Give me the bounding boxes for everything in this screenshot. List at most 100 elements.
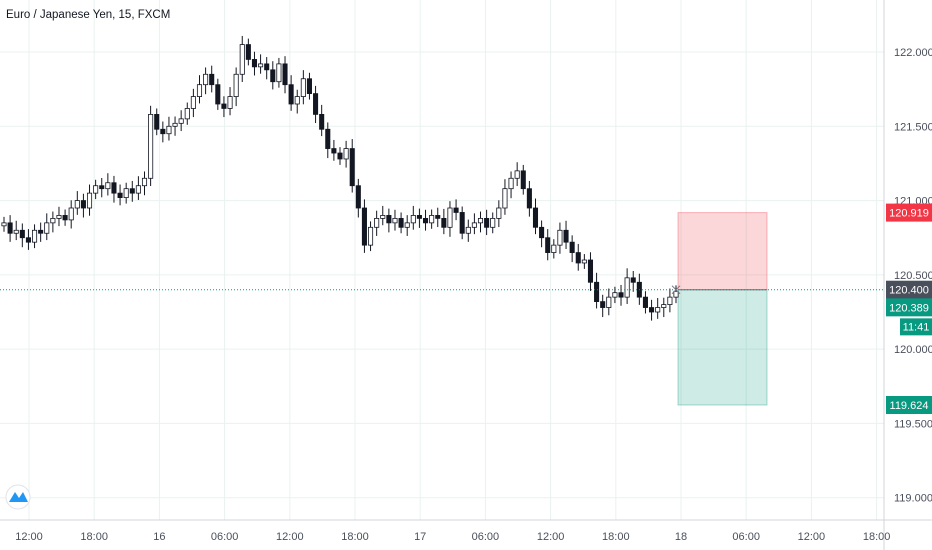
candle-body bbox=[649, 307, 655, 313]
candle-body bbox=[221, 103, 227, 109]
candle-body bbox=[410, 215, 416, 224]
candle-body bbox=[313, 93, 319, 115]
candle-body bbox=[258, 63, 264, 68]
target-price-badge: 119.624 bbox=[890, 400, 929, 412]
price-lines bbox=[0, 285, 884, 295]
candle-body bbox=[123, 188, 129, 199]
candle-body bbox=[111, 182, 117, 194]
candle-body bbox=[86, 192, 93, 209]
x-tick-label: 12:00 bbox=[15, 531, 43, 543]
candle-body bbox=[282, 63, 288, 86]
candle-body bbox=[368, 226, 374, 246]
candle-body bbox=[349, 148, 355, 187]
candle-body bbox=[581, 259, 587, 264]
candle-body bbox=[520, 170, 526, 190]
candle-body bbox=[343, 148, 349, 160]
candle-body bbox=[569, 241, 575, 253]
crosshair-price-badge: 120.400 bbox=[889, 285, 929, 297]
x-tick-label: 18:00 bbox=[341, 531, 369, 543]
candle-body bbox=[178, 118, 184, 124]
candle-body bbox=[532, 207, 539, 228]
crosshair-icon bbox=[671, 285, 681, 295]
x-tick-label: 18:00 bbox=[80, 531, 108, 543]
candle-body bbox=[105, 182, 111, 190]
candle-body bbox=[196, 84, 203, 97]
candle-body bbox=[80, 200, 86, 209]
candle-body bbox=[545, 237, 551, 253]
candle-body bbox=[374, 217, 380, 228]
candle-body bbox=[331, 148, 337, 154]
candle-body bbox=[68, 207, 74, 221]
candle-body bbox=[209, 73, 215, 86]
candle-body bbox=[44, 222, 50, 234]
y-tick-label: 120.500 bbox=[894, 270, 932, 282]
candle-body bbox=[38, 229, 44, 234]
logo bbox=[5, 484, 31, 510]
candle-body bbox=[435, 215, 441, 219]
candle-body bbox=[539, 226, 545, 239]
candle-body bbox=[551, 244, 557, 253]
candle-body bbox=[667, 296, 673, 305]
candle-body bbox=[294, 96, 300, 105]
candle-body bbox=[288, 84, 294, 105]
candle-body bbox=[624, 277, 630, 298]
candle-body bbox=[337, 152, 343, 160]
candle-body bbox=[154, 114, 160, 130]
candle-body bbox=[135, 185, 141, 194]
candle-body bbox=[19, 229, 25, 239]
countdown-badge: 11:41 bbox=[903, 321, 930, 333]
candle-body bbox=[203, 73, 209, 86]
candle-body bbox=[1, 222, 7, 227]
candle-body bbox=[526, 188, 532, 209]
short-position-tool[interactable] bbox=[677, 212, 768, 406]
candle-body bbox=[398, 217, 404, 228]
candle-body bbox=[99, 185, 105, 190]
candle-body bbox=[630, 277, 636, 283]
candle-body bbox=[594, 281, 600, 302]
candles bbox=[1, 35, 679, 321]
candle-body bbox=[453, 207, 459, 213]
candle-body bbox=[184, 108, 190, 120]
candle-body bbox=[276, 63, 282, 83]
candle-body bbox=[300, 78, 306, 97]
candle-body bbox=[190, 96, 196, 109]
candle-body bbox=[148, 114, 154, 179]
candle-body bbox=[490, 217, 496, 228]
candle-body bbox=[172, 122, 178, 127]
candle-body bbox=[661, 304, 667, 308]
y-tick-label: 119.500 bbox=[894, 418, 932, 430]
candle-body bbox=[587, 259, 594, 283]
stop-loss-zone bbox=[677, 212, 768, 291]
last-price-badge-bg bbox=[886, 298, 932, 317]
x-tick-label: 18:00 bbox=[602, 531, 630, 543]
x-tick-label: 12:00 bbox=[798, 531, 826, 543]
candle-body bbox=[557, 229, 563, 246]
x-tick-label: 06:00 bbox=[472, 531, 500, 543]
x-tick-label: 16 bbox=[153, 531, 165, 543]
candle-body bbox=[618, 292, 624, 298]
candle-body bbox=[129, 188, 135, 194]
candle-body bbox=[386, 215, 392, 224]
candle-body bbox=[575, 252, 581, 264]
candle-body bbox=[227, 96, 233, 109]
candle-body bbox=[319, 114, 325, 130]
candle-body bbox=[50, 217, 56, 224]
x-tick-label: 12:00 bbox=[537, 531, 565, 543]
candle-body bbox=[62, 215, 68, 221]
candle-body bbox=[404, 222, 410, 228]
candle-body bbox=[239, 44, 245, 75]
stop-price-badge: 120.919 bbox=[889, 208, 929, 220]
y-tick-label: 122.000 bbox=[894, 47, 932, 59]
candle-body bbox=[416, 215, 422, 219]
candle-body bbox=[392, 217, 398, 224]
candle-body bbox=[441, 217, 447, 228]
candle-body bbox=[117, 192, 123, 198]
candle-body bbox=[93, 185, 99, 194]
candle-body bbox=[141, 177, 148, 187]
candle-body bbox=[612, 292, 618, 298]
candle-body bbox=[447, 207, 453, 228]
y-tick-label: 121.500 bbox=[894, 121, 932, 133]
x-tick-label: 17 bbox=[414, 531, 426, 543]
